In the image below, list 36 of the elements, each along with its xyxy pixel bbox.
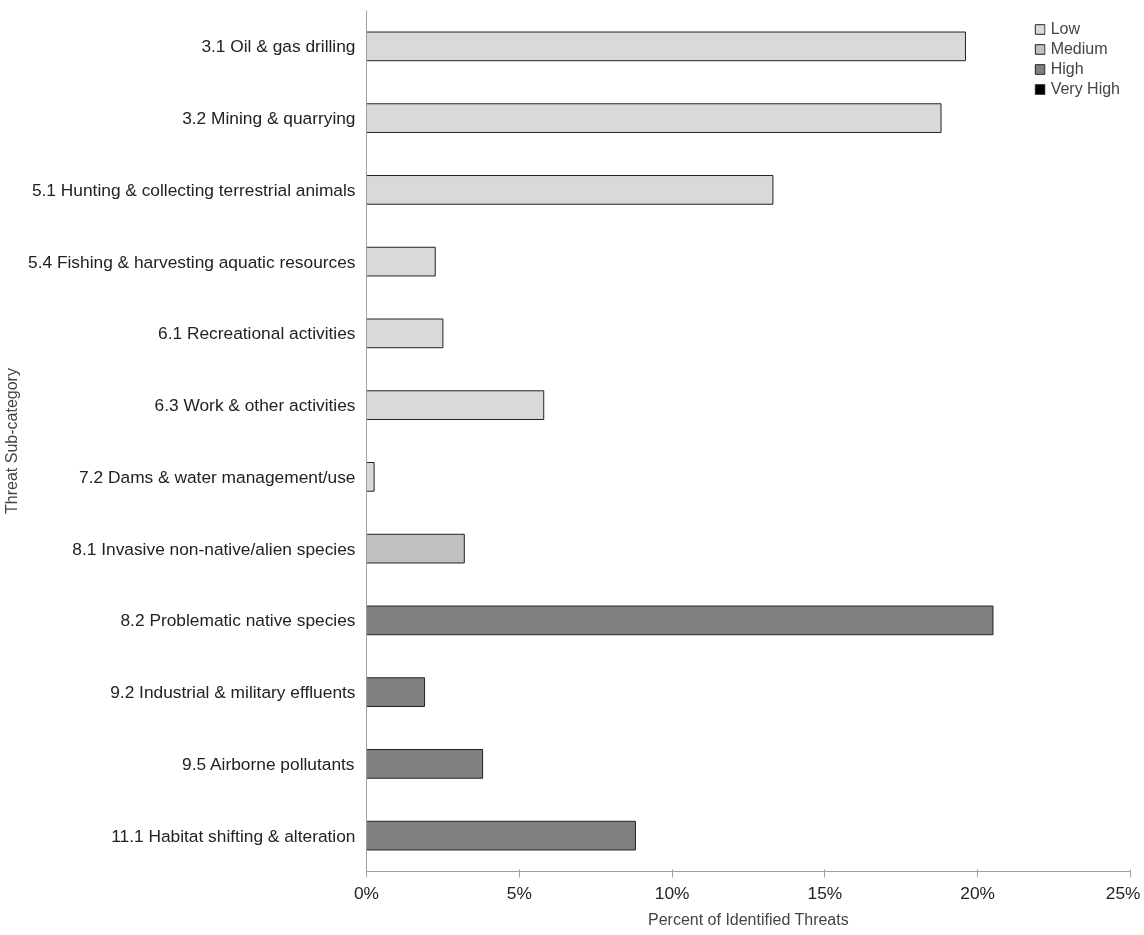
bar (366, 533, 465, 564)
bar (366, 390, 545, 420)
bar (366, 820, 636, 851)
x-tick-label: 15% (807, 882, 843, 903)
x-axis-title: Percent of Identified Threats (648, 910, 849, 928)
bar (366, 103, 942, 133)
x-tick-label: 25% (1105, 882, 1141, 903)
bar (366, 749, 484, 779)
y-tick-label: 8.2 Problematic native species (120, 610, 356, 631)
bar (366, 175, 774, 205)
y-tick-label: 8.1 Invasive non-native/alien species (72, 538, 356, 559)
x-tick-label: 20% (960, 882, 996, 903)
bar (366, 318, 444, 349)
y-tick-label: 11.1 Habitat shifting & alteration (111, 825, 356, 846)
y-tick-label: 7.2 Dams & water management/use (79, 466, 356, 487)
bar (366, 246, 436, 277)
y-tick-label: 9.2 Industrial & military effluents (110, 682, 356, 703)
legend-label: Low (1050, 20, 1080, 38)
x-tick-label: 0% (353, 882, 380, 903)
bar (366, 677, 426, 707)
y-tick-label: 3.1 Oil & gas drilling (201, 36, 356, 57)
y-tick-label: 5.4 Fishing & harvesting aquatic resources (28, 251, 356, 272)
x-tick-label: 10% (654, 882, 690, 903)
legend-label: Medium (1050, 40, 1108, 58)
legend-label: Very High (1050, 80, 1120, 98)
x-tick-label: 5% (506, 882, 532, 903)
bar (366, 462, 375, 492)
y-tick-label: 5.1 Hunting & collecting terrestrial animals (31, 179, 356, 200)
bar (366, 605, 994, 636)
y-axis-title: Threat Sub-category (3, 368, 21, 514)
legend-label: High (1050, 60, 1084, 78)
y-tick-label: 9.5 Airborne pollutants (182, 753, 355, 774)
bar (366, 31, 966, 62)
y-tick-label: 3.2 Mining & quarrying (182, 108, 356, 129)
y-tick-label: 6.3 Work & other activities (154, 395, 356, 416)
y-tick-label: 6.1 Recreational activities (158, 323, 356, 344)
